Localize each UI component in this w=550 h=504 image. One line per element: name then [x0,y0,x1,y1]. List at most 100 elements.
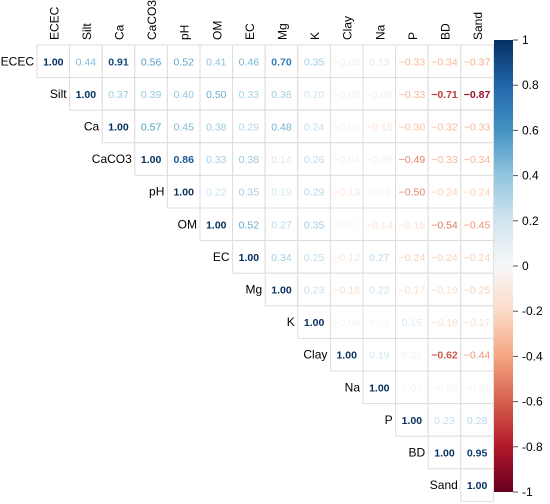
correlation-value: 0.22 [369,285,390,297]
column-label: P [406,32,420,40]
grid-cell [427,142,462,176]
correlation-value: 0.34 [271,252,292,264]
correlation-value: −0.02 [333,122,360,134]
row-label: CaCO3 [92,152,132,166]
column-label: pH [178,25,192,40]
correlation-value: 0.35 [239,187,260,199]
column-label: Sand [471,12,485,40]
grid-cell [395,272,429,307]
correlation-value: 0.86 [173,154,194,166]
correlation-value: 1.00 [304,317,325,329]
correlation-value: 0.20 [304,89,325,101]
color-legend-tick-label: -0.4 [522,349,543,363]
correlation-value: 0.52 [173,56,194,68]
color-legend-tick-label: -0.6 [522,395,543,409]
correlation-value: −0.24 [431,187,458,199]
grid-cell [362,240,397,274]
correlation-value: 0.13 [369,56,390,68]
row-label: Na [345,380,361,394]
column-label: CaCO3 [145,0,159,40]
correlation-value: 0.95 [467,448,488,460]
grid-cell [427,174,462,209]
grid-cell [232,174,266,209]
correlation-value: −0.30 [399,122,426,134]
correlation-value: −0.24 [431,252,458,264]
correlation-value: 0.50 [206,89,227,101]
correlation-value: −0.34 [431,56,458,68]
correlation-value: −0.08 [333,56,360,68]
correlation-value: −0.03 [333,317,360,329]
grid-cell [297,77,331,111]
correlation-value: −0.03 [431,382,458,394]
grid-cell [329,77,364,111]
grid-cell [297,240,331,274]
correlation-value: −0.34 [464,154,491,166]
correlation-value: 1.00 [336,350,357,362]
correlation-value: 1.00 [271,285,292,297]
color-legend-tick-label: -0.2 [522,304,543,318]
correlation-value: 0.14 [271,154,292,166]
grid-cell [460,370,494,405]
grid-cell [460,403,494,437]
row-label: Clay [303,348,327,362]
row-label: pH [149,185,164,199]
correlation-value: 1.00 [108,122,129,134]
grid-cell [199,44,234,79]
grid-cell [395,44,429,79]
grid-cell [395,207,429,242]
correlation-value: 0.46 [239,56,260,68]
correlation-value: 0.39 [141,89,162,101]
grid-cell [232,77,266,111]
correlation-value: 0.15 [402,317,423,329]
correlation-value: 0.52 [239,219,260,231]
correlation-value: −0.33 [464,122,491,134]
correlation-value: 0.33 [206,154,227,166]
grid-cell [329,44,364,79]
correlation-value: −0.12 [333,252,360,264]
grid-cell [427,435,462,470]
grid-cell [427,207,462,242]
correlation-value: 1.00 [173,187,194,199]
grid-cell [199,109,234,144]
color-legend-bar [494,40,513,492]
grid-cell [460,77,494,111]
color-legend-tick-label: -1 [522,485,533,499]
correlation-value: −0.15 [366,122,393,134]
row-label: OM [178,217,197,231]
correlation-value: −0.33 [399,89,426,101]
correlation-value: −0.25 [464,285,491,297]
row-labels: ECEC Silt Ca CaCO3 pH OM EC Mg K Clay Na P BD Sand [1,54,458,492]
grid-cell [460,468,494,502]
column-label: ECEC [47,6,61,40]
column-label: BD [439,23,453,40]
color-legend-tick-label: 0.4 [522,169,539,183]
color-legend-ticks: 1 0.8 0.6 0.4 0.2 0 -0.2 -0.4 -0.6 -0.8 -1 [513,33,543,499]
correlation-value: 0.19 [271,187,292,199]
correlation-value: −0.17 [399,285,426,297]
matrix-cells: 1.00 0.44 0.91 0.56 0.52 0.41 0.46 0.70 0.35 −0.0… [43,56,490,492]
grid-cell [297,142,331,176]
correlation-value: 0.44 [76,56,97,68]
grid-cell [460,207,494,242]
correlation-value: −0.18 [333,285,360,297]
correlation-value: −0.71 [431,89,458,101]
matrix-grid [36,44,494,502]
grid-cell [166,174,201,209]
correlation-value: −0.87 [464,89,491,101]
grid-cell [362,207,397,242]
grid-cell [427,370,462,405]
correlation-value: 0.23 [304,285,325,297]
color-legend-tick-label: 0.6 [522,123,539,137]
correlation-value: −0.04 [333,154,360,166]
correlation-value: −0.24 [464,187,491,199]
row-label: P [385,413,393,427]
correlation-value: 0.38 [239,154,260,166]
correlation-value: −0.05 [333,89,360,101]
grid-cell [395,305,429,339]
grid-cell [395,142,429,176]
correlation-value: 1.00 [43,56,64,68]
color-legend-tick-label: -0.8 [522,440,543,454]
correlation-value: 0.23 [434,415,455,427]
correlation-value: 1.00 [369,382,390,394]
correlation-value: −0.17 [464,317,491,329]
